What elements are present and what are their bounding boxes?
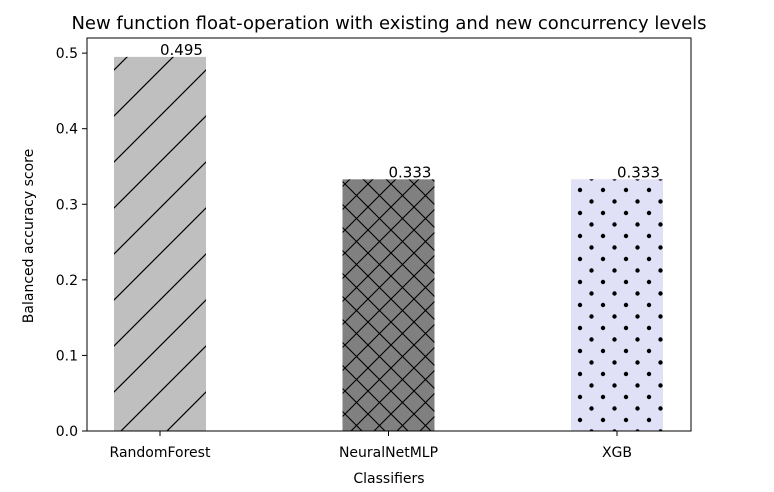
y-tick-label: 0.1 bbox=[56, 348, 78, 364]
y-tick-label: 0.5 bbox=[56, 46, 78, 62]
bars bbox=[114, 56, 663, 432]
x-tick-label-neuralnetmlp: NeuralNetMLP bbox=[339, 445, 438, 461]
x-axis-ticks: RandomForest NeuralNetMLP XGB bbox=[110, 431, 632, 461]
x-tick-label-xgb: XGB bbox=[602, 445, 632, 461]
value-label-neuralnetmlp: 0.333 bbox=[389, 163, 432, 181]
value-label-xgb: 0.333 bbox=[617, 163, 660, 181]
y-tick-label: 0.4 bbox=[56, 122, 78, 138]
x-tick-label-randomforest: RandomForest bbox=[110, 445, 211, 461]
y-tick-label: 0.0 bbox=[56, 424, 78, 440]
x-axis-label: Classifiers bbox=[353, 471, 424, 487]
y-tick-label: 0.3 bbox=[56, 197, 78, 213]
value-label-randomforest: 0.495 bbox=[160, 41, 203, 59]
value-labels: 0.495 0.333 0.333 bbox=[160, 41, 660, 181]
y-tick-label: 0.2 bbox=[56, 273, 78, 289]
bar-hatch-randomforest bbox=[114, 56, 206, 432]
bar-hatch-xgb bbox=[571, 179, 663, 431]
bar-hatch-neuralnetmlp bbox=[342, 179, 435, 431]
y-axis-ticks: 0.0 0.1 0.2 0.3 0.4 0.5 bbox=[56, 46, 87, 440]
y-axis-label: Balanced accuracy score bbox=[21, 149, 37, 323]
chart-title: New function float-operation with existi… bbox=[71, 13, 706, 34]
